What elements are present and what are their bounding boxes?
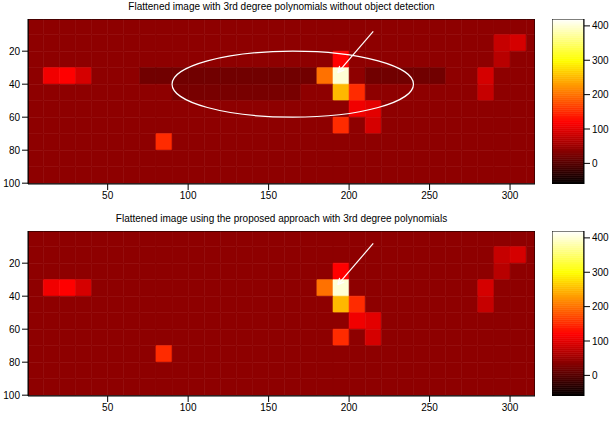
svg-text:0: 0 <box>592 370 598 381</box>
svg-text:40: 40 <box>9 291 21 302</box>
svg-text:300: 300 <box>592 267 609 278</box>
svg-text:300: 300 <box>502 402 519 413</box>
svg-text:0: 0 <box>592 158 598 169</box>
svg-text:300: 300 <box>502 190 519 201</box>
svg-text:40: 40 <box>9 79 21 90</box>
svg-text:20: 20 <box>9 258 21 269</box>
html-text:Flattened image using the prop: Flattened image using the proposed appro… <box>115 213 448 224</box>
svg-text:60: 60 <box>9 112 21 123</box>
svg-text:60: 60 <box>9 324 21 335</box>
svg-text:50: 50 <box>102 190 114 201</box>
svg-text:80: 80 <box>9 145 21 156</box>
svg-text:100: 100 <box>592 124 609 135</box>
svg-text:400: 400 <box>592 232 609 243</box>
svg-text:100: 100 <box>592 336 609 347</box>
svg-text:200: 200 <box>341 190 358 201</box>
svg-text:100: 100 <box>180 402 197 413</box>
svg-text:200: 200 <box>592 301 609 312</box>
svg-text:200: 200 <box>592 89 609 100</box>
svg-text:250: 250 <box>421 402 438 413</box>
svg-text:250: 250 <box>421 190 438 201</box>
svg-text:150: 150 <box>260 190 277 201</box>
svg-text:150: 150 <box>260 402 277 413</box>
svg-text:50: 50 <box>102 402 114 413</box>
svg-text:100: 100 <box>3 390 20 401</box>
svg-text:100: 100 <box>180 190 197 201</box>
svg-text:200: 200 <box>341 402 358 413</box>
svg-text:100: 100 <box>3 178 20 189</box>
svg-text:400: 400 <box>592 20 609 31</box>
svg-text:300: 300 <box>592 55 609 66</box>
svg-text:80: 80 <box>9 357 21 368</box>
svg-text:20: 20 <box>9 46 21 57</box>
html-text:Flattened image with 3rd degre: Flattened image with 3rd degree polynomi… <box>128 1 435 12</box>
